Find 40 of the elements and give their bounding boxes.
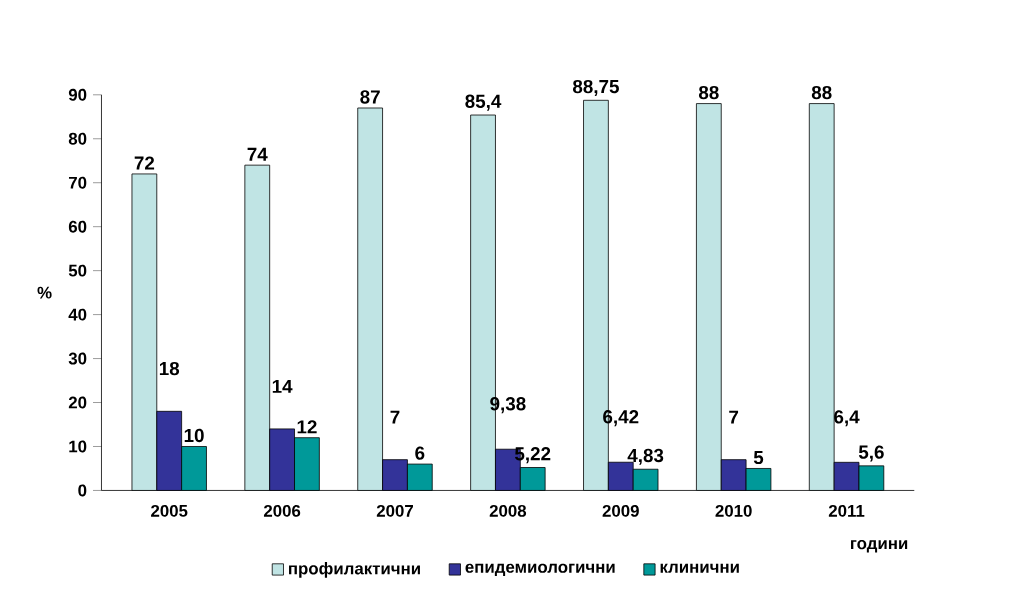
legend-label: епидемиологични <box>465 563 615 577</box>
data-label: 4,83 <box>627 448 664 465</box>
x-tick-label: 2007 <box>376 504 413 517</box>
data-label: 10 <box>184 428 204 443</box>
data-label: 12 <box>297 420 317 434</box>
x-tick-label: 2011 <box>828 504 865 517</box>
data-label: 88,75 <box>572 79 619 96</box>
data-label: 18 <box>159 361 180 376</box>
x-tick-label: 2009 <box>602 504 639 517</box>
x-tick-label: 2010 <box>715 504 752 517</box>
legend-label: клинични <box>660 563 739 573</box>
data-label: 6,4 <box>834 410 860 427</box>
data-label: 7 <box>729 410 739 424</box>
y-tick-label: 60 <box>68 220 87 233</box>
x-tick-label: 2005 <box>151 504 188 517</box>
data-label: 5,6 <box>858 445 884 462</box>
data-label: 72 <box>134 156 155 170</box>
data-label: 87 <box>360 90 380 104</box>
x-tick-label: 2008 <box>489 504 527 517</box>
y-tick-label: 70 <box>68 176 87 189</box>
y-tick-label: 30 <box>68 352 87 365</box>
data-label: 14 <box>272 379 293 393</box>
data-label: 5 <box>753 451 764 465</box>
legend-label: профилактични <box>289 562 420 578</box>
y-tick-label: 20 <box>68 396 87 409</box>
data-label: 88 <box>698 85 719 100</box>
y-axis-title: % <box>37 286 52 299</box>
y-tick-label: 50 <box>68 264 87 277</box>
data-label: 7 <box>390 410 400 424</box>
data-label: 85,4 <box>465 94 502 111</box>
y-tick-label: 90 <box>68 88 87 101</box>
x-axis-title: години <box>851 540 908 553</box>
y-tick-label: 0 <box>78 484 87 497</box>
y-tick-label: 10 <box>69 440 87 453</box>
y-tick-label: 40 <box>68 308 87 321</box>
x-tick-label: 2006 <box>263 504 301 517</box>
data-label: 88 <box>811 85 832 100</box>
data-label: 6 <box>415 446 425 460</box>
y-tick-label: 80 <box>68 132 87 145</box>
data-label: 74 <box>247 147 268 161</box>
